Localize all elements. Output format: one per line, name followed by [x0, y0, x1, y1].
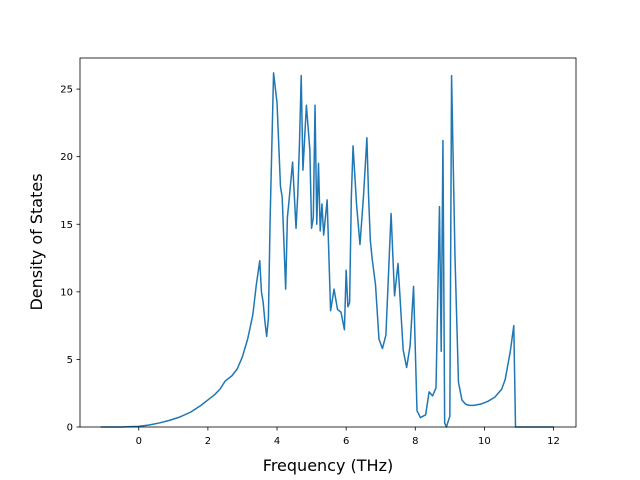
plot-area [100, 72, 554, 428]
x-tick-label: 8 [412, 436, 418, 447]
y-axis-label: Density of States [27, 173, 46, 310]
y-axis: 0 5 10 15 20 25 [60, 85, 80, 434]
x-tick-label: 2 [205, 436, 211, 447]
x-tick-label: 12 [547, 436, 560, 447]
x-tick-label: 4 [274, 436, 280, 447]
y-tick-label: 5 [67, 355, 73, 366]
dos-series-line [100, 72, 554, 428]
axes-frame [79, 57, 577, 428]
x-tick-label: 6 [343, 436, 349, 447]
y-tick-label: 20 [60, 152, 73, 163]
x-axis-label: Frequency (THz) [263, 456, 393, 475]
x-tick-label: 0 [136, 436, 142, 447]
y-tick-label: 10 [60, 287, 73, 298]
y-tick-label: 15 [60, 220, 73, 231]
y-tick-label: 0 [67, 423, 73, 434]
x-tick-label: 10 [478, 436, 491, 447]
y-tick-label: 25 [60, 85, 73, 96]
x-axis: 0 2 4 6 8 10 12 [136, 427, 560, 447]
